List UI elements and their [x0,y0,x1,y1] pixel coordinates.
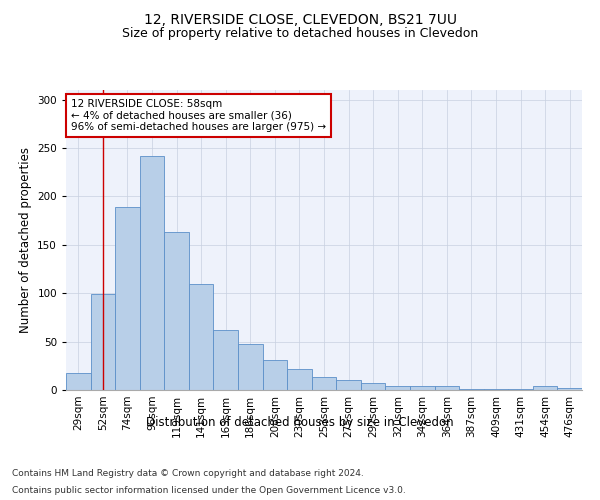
Bar [434,386,459,390]
Bar [189,284,214,390]
Bar [385,386,410,390]
Bar [533,386,557,390]
Bar [263,360,287,390]
Bar [557,388,582,390]
Text: Distribution of detached houses by size in Clevedon: Distribution of detached houses by size … [146,416,454,429]
Bar [66,372,91,390]
Text: Contains public sector information licensed under the Open Government Licence v3: Contains public sector information licen… [12,486,406,495]
Bar [336,380,361,390]
Bar [238,344,263,390]
Bar [164,232,189,390]
Y-axis label: Number of detached properties: Number of detached properties [19,147,32,333]
Text: Size of property relative to detached houses in Clevedon: Size of property relative to detached ho… [122,28,478,40]
Bar [214,330,238,390]
Bar [115,207,140,390]
Bar [484,389,508,390]
Text: Contains HM Land Registry data © Crown copyright and database right 2024.: Contains HM Land Registry data © Crown c… [12,468,364,477]
Text: 12 RIVERSIDE CLOSE: 58sqm
← 4% of detached houses are smaller (36)
96% of semi-d: 12 RIVERSIDE CLOSE: 58sqm ← 4% of detach… [71,99,326,132]
Bar [287,368,312,390]
Text: 12, RIVERSIDE CLOSE, CLEVEDON, BS21 7UU: 12, RIVERSIDE CLOSE, CLEVEDON, BS21 7UU [143,12,457,26]
Bar [361,383,385,390]
Bar [91,294,115,390]
Bar [508,389,533,390]
Bar [312,378,336,390]
Bar [459,389,484,390]
Bar [140,156,164,390]
Bar [410,386,434,390]
